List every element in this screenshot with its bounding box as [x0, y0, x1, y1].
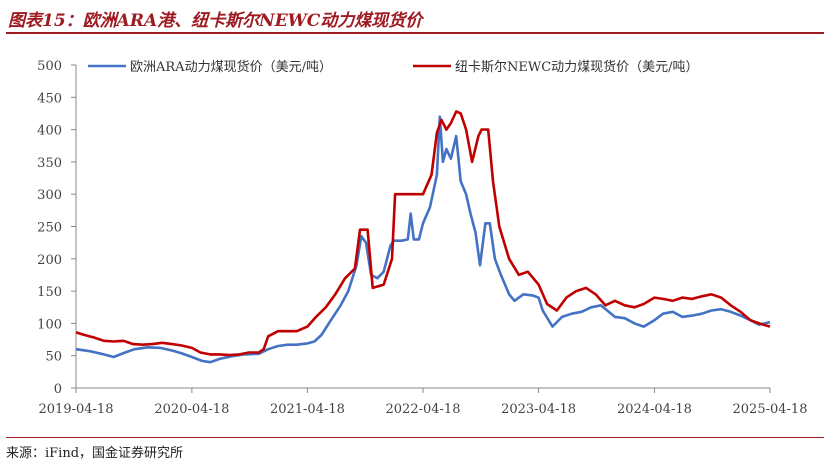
- x-tick-label: 2019-04-18: [39, 402, 114, 417]
- y-axis: 0 50 100 150 200 250 300 350 400 450 500: [37, 59, 77, 397]
- y-tick-label: 0: [54, 382, 62, 397]
- series-line-ara: [75, 115, 771, 364]
- y-tick-label: 350: [37, 156, 62, 171]
- y-tick-label: 150: [37, 285, 62, 300]
- x-tick-label: 2020-04-18: [154, 402, 229, 417]
- y-tick-label: 50: [45, 350, 62, 365]
- title-bar: 图表15：欧洲ARA港、纽卡斯尔NEWC动力煤现货价: [6, 4, 824, 34]
- y-tick-label: 200: [37, 253, 62, 268]
- y-tick-label: 250: [37, 221, 62, 236]
- x-tick-label: 2021-04-18: [270, 402, 345, 417]
- y-tick-label: 100: [37, 317, 62, 332]
- legend-label: 纽卡斯尔NEWC动力煤现货价（美元/吨）: [455, 59, 699, 75]
- series-line-newc: [75, 110, 771, 357]
- y-tick-label: 500: [37, 59, 62, 74]
- x-tick-label: 2023-04-18: [501, 402, 576, 417]
- x-tick-label: 2024-04-18: [617, 402, 692, 417]
- y-tick-label: 450: [37, 91, 62, 106]
- chart-title: 图表15：欧洲ARA港、纽卡斯尔NEWC动力煤现货价: [8, 11, 423, 31]
- x-tick-label: 2022-04-18: [386, 402, 461, 417]
- y-tick-label: 400: [37, 124, 62, 139]
- x-tick-label: 2025-04-18: [733, 402, 808, 417]
- source-divider: [6, 437, 824, 438]
- legend: 欧洲ARA动力煤现货价（美元/吨） 纽卡斯尔NEWC动力煤现货价（美元/吨）: [88, 59, 699, 75]
- legend-label: 欧洲ARA动力煤现货价（美元/吨）: [130, 59, 332, 75]
- y-tick-label: 300: [37, 188, 62, 203]
- x-axis: 2019-04-18 2020-04-18 2021-04-18 2022-04-18…: [39, 387, 808, 417]
- source-note: 来源：iFind，国金证券研究所: [6, 446, 184, 461]
- series-layer: [75, 110, 771, 364]
